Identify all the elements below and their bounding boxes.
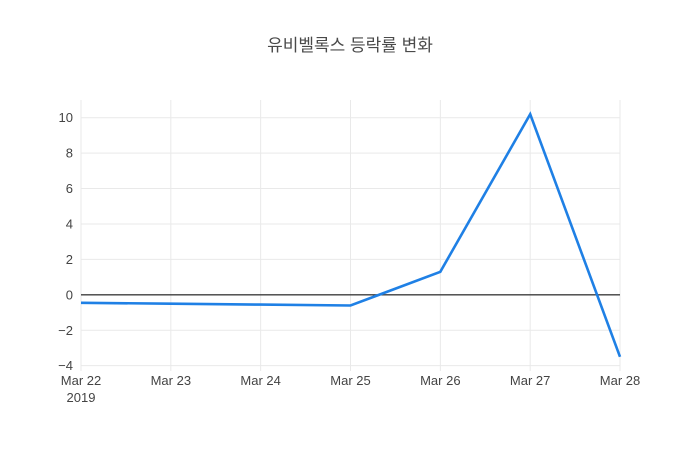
y-tick-label: 2 [66,252,73,267]
x-tick-year-label: 2019 [67,390,96,405]
y-tick-label: 10 [59,110,73,125]
y-axis-tick-labels: −4 −2 0 2 4 6 8 10 [58,110,73,373]
x-tick-label: Mar 22 [61,373,101,388]
y-tick-label: 6 [66,181,73,196]
series-line [80,111,622,358]
x-tick-label: Mar 25 [330,373,370,388]
x-tick-label: Mar 28 [600,373,640,388]
y-tick-label: 4 [66,216,73,231]
vertical-gridlines [80,100,621,371]
x-tick-label: Mar 26 [420,373,460,388]
y-tick-label: −4 [58,358,73,373]
x-axis-tick-labels: Mar 22 2019 Mar 23 Mar 24 Mar 25 Mar 26 Mar 27… [61,373,640,405]
chart-title: 유비벨록스 등락률 변화 [267,36,433,55]
x-tick-label: Mar 23 [151,373,191,388]
x-tick-label: Mar 24 [240,373,280,388]
x-tick-label: Mar 27 [510,373,550,388]
y-tick-label: 0 [66,287,73,302]
y-tick-label: 8 [66,146,73,161]
y-tick-label: −2 [58,323,73,338]
